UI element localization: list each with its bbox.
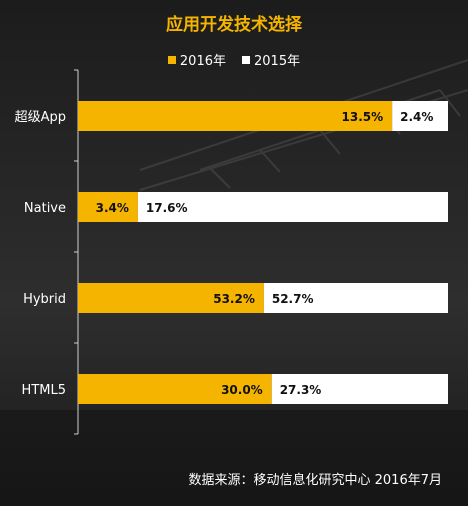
legend-item-2015: 2015年 [242,50,300,69]
bar-2015 [263,283,448,313]
data-label-2016: 13.5% [342,110,384,124]
bar-2015 [137,192,448,222]
data-label-2015: 52.7% [272,292,314,306]
legend-swatch-2016 [167,55,176,64]
category-label: Hybrid [23,292,66,307]
category-label: Native [24,201,66,216]
bar-2015 [271,374,448,404]
legend-label-2016: 2016年 [179,54,226,69]
category-label: HTML5 [22,383,66,398]
data-label-2016: 3.4% [96,201,129,215]
bar-2016 [78,192,138,222]
chart-legend: 2016年 2015年 [0,50,468,69]
chart-title: 应用开发技术选择 [166,15,302,35]
legend-item-2016: 2016年 [167,50,226,69]
bar-2016 [78,374,272,404]
bar-2016 [78,101,393,131]
data-label-2015: 2.4% [400,110,433,124]
data-label-2015: 17.6% [146,201,188,215]
source-note: 数据来源：移动信息化研究中心 2016年7月 [188,473,443,488]
category-label: 超级App [15,110,66,125]
data-label-2016: 30.0% [221,383,263,397]
bar-2015 [392,101,448,131]
data-label-2015: 27.3% [280,383,322,397]
bar-2016 [78,283,264,313]
legend-label-2015: 2015年 [254,54,301,69]
data-label-2016: 53.2% [213,292,255,306]
legend-swatch-2015 [242,55,250,64]
